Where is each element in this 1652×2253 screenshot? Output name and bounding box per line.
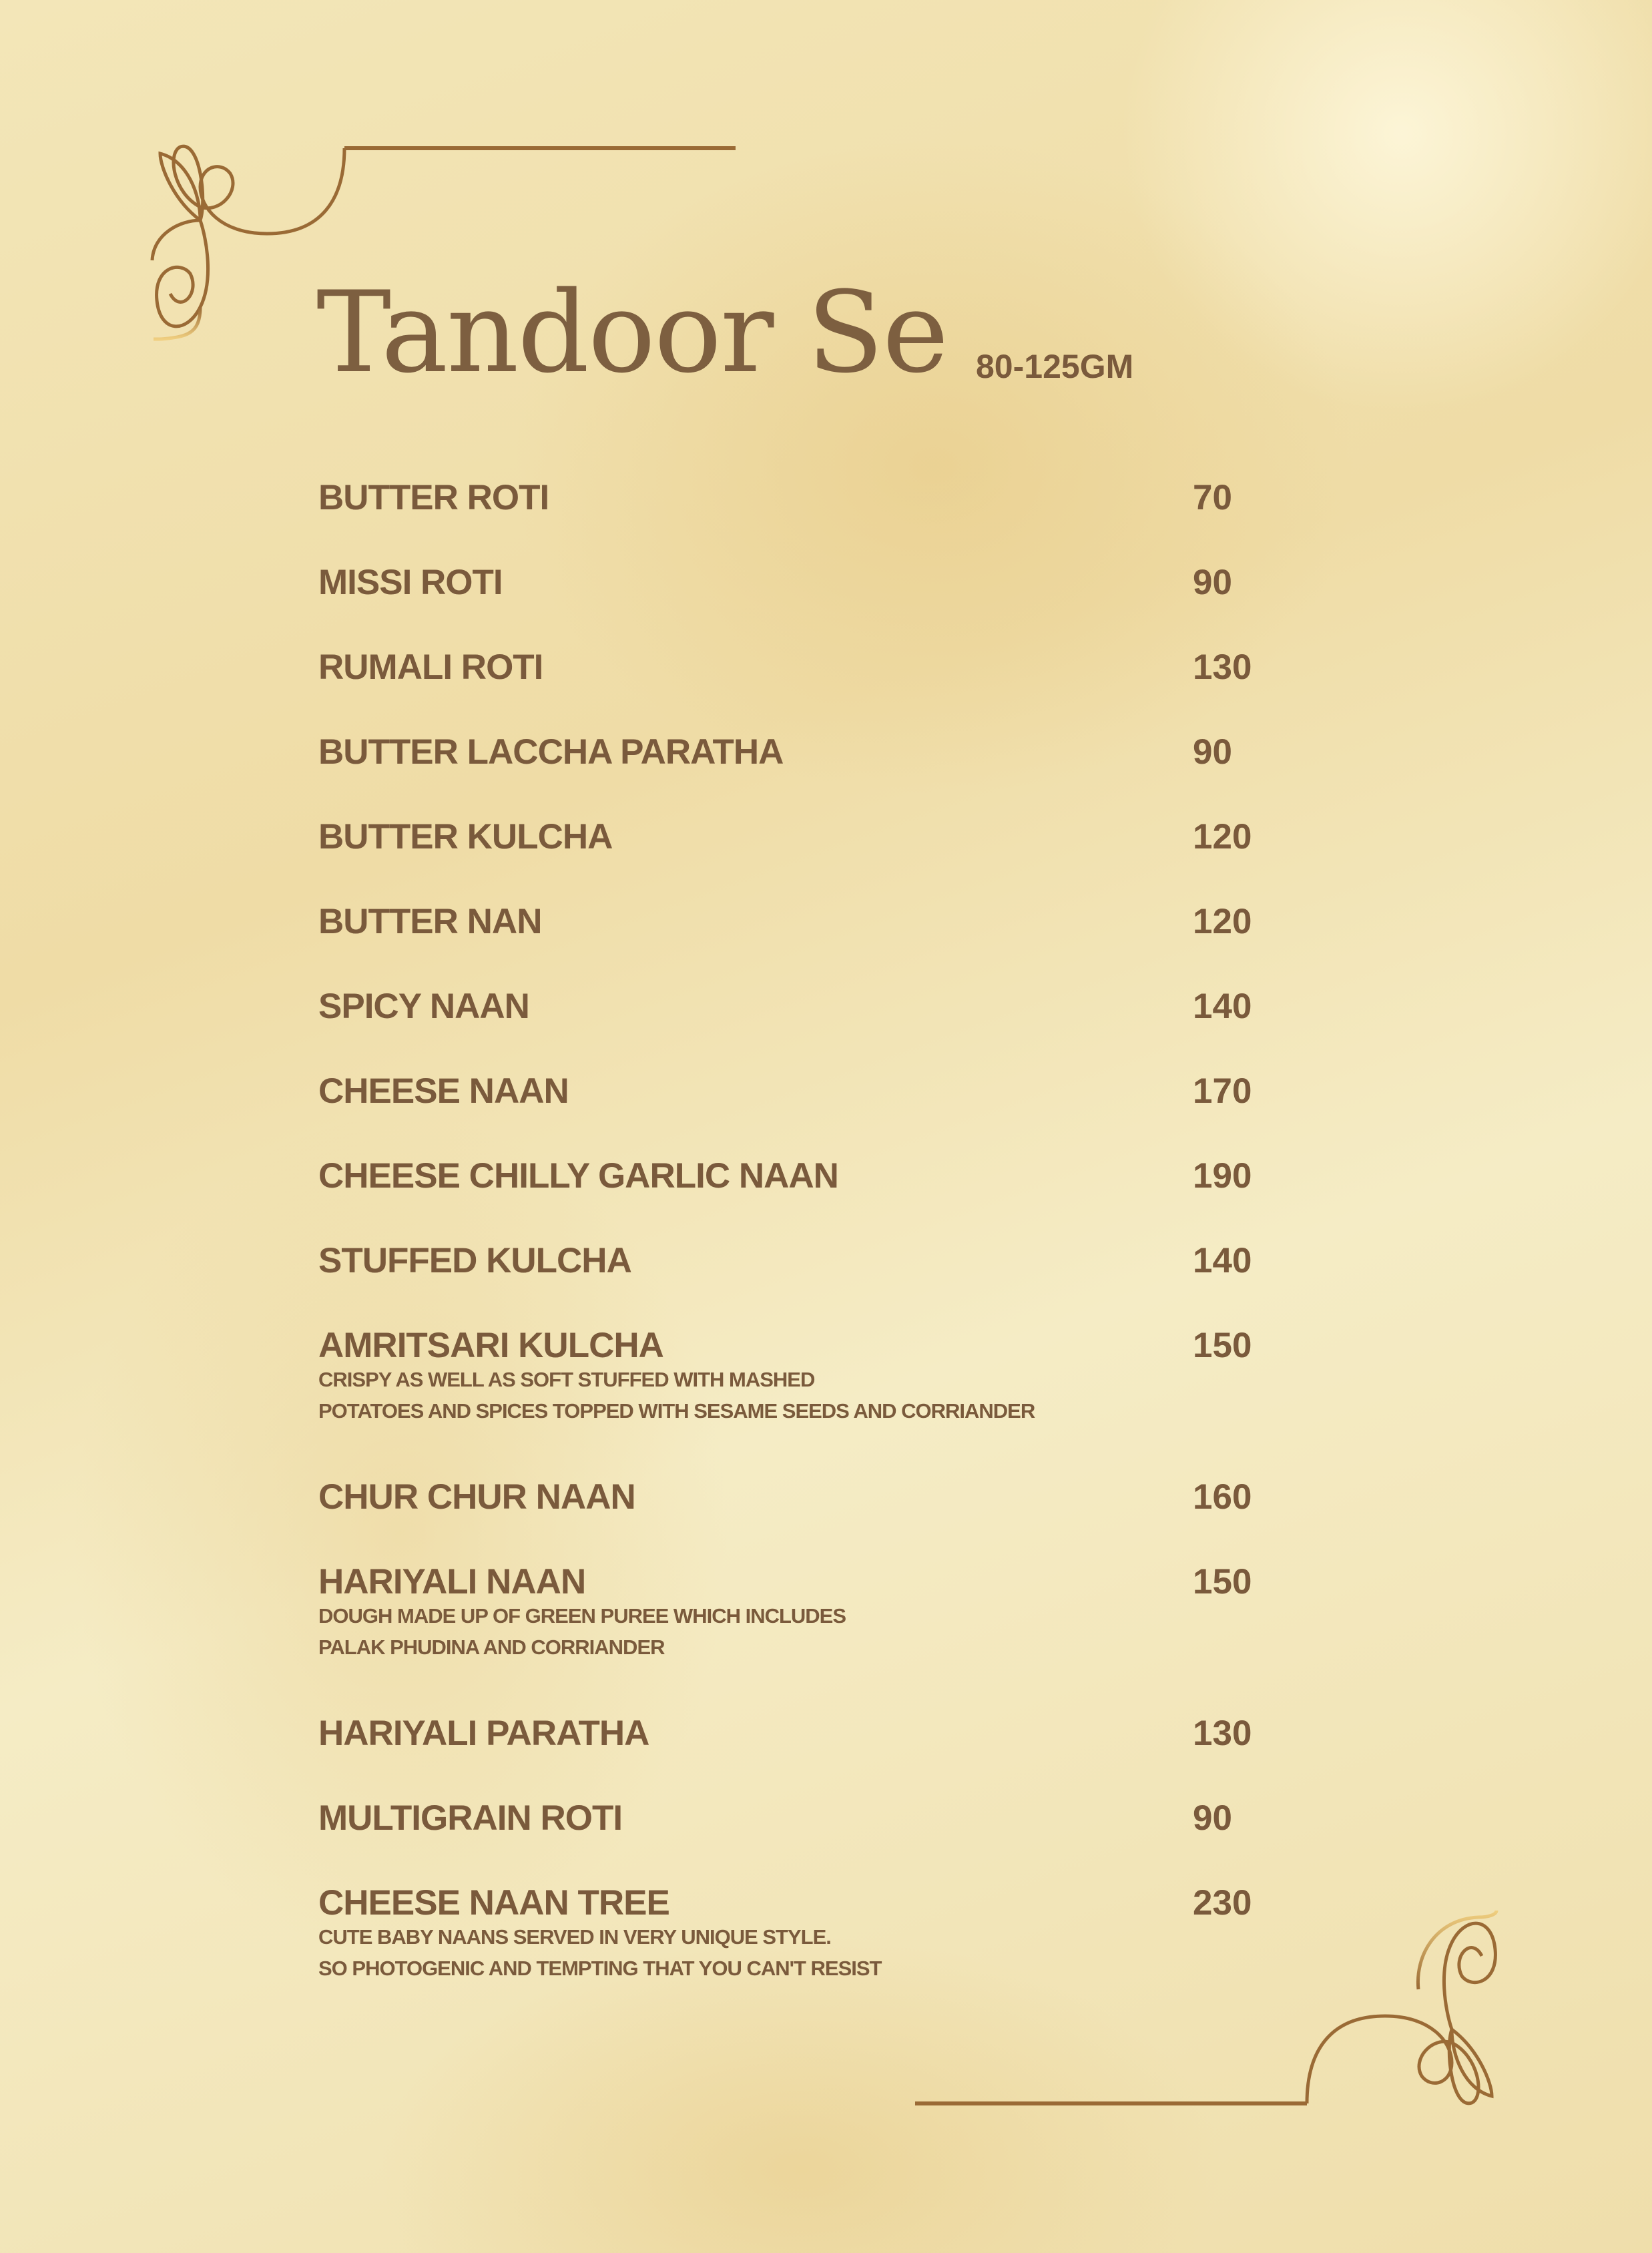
menu-item-row: MULTIGRAIN ROTI 90	[318, 1776, 1260, 1860]
item-price: 150	[1193, 1326, 1252, 1365]
menu-item: CHUR CHUR NAAN 160	[318, 1455, 1260, 1539]
item-name: MULTIGRAIN ROTI	[318, 1798, 623, 1838]
item-price: 90	[1193, 732, 1232, 772]
item-name: CHEESE NAAN TREE	[318, 1883, 670, 1923]
item-price: 130	[1193, 1714, 1252, 1753]
item-name: RUMALI ROTI	[318, 648, 543, 687]
menu-item: AMRITSARI KULCHA 150 CRISPY AS WELL AS SOF…	[318, 1303, 1260, 1455]
menu-item: BUTTER KULCHA 120	[318, 794, 1260, 879]
menu-item-row: BUTTER NAN 120	[318, 879, 1260, 964]
menu-item: MULTIGRAIN ROTI 90	[318, 1776, 1260, 1860]
item-name: SPICY NAAN	[318, 987, 530, 1026]
item-name: AMRITSARI KULCHA	[318, 1326, 664, 1365]
item-price: 140	[1193, 1241, 1252, 1280]
description-line: CUTE BABY NAANS SERVED IN VERY UNIQUE ST…	[318, 1925, 832, 1949]
item-price: 120	[1193, 902, 1252, 941]
menu-item-row: MISSI ROTI 90	[318, 540, 1260, 625]
item-name: BUTTER LACCHA PARATHA	[318, 732, 784, 772]
item-name: STUFFED KULCHA	[318, 1241, 632, 1280]
menu-list: BUTTER ROTI 70 MISSI ROTI 90 RUMALI ROTI 130 B…	[318, 455, 1260, 2012]
menu-item: RUMALI ROTI 130	[318, 625, 1260, 710]
item-price: 230	[1193, 1883, 1252, 1923]
description-line: POTATOES AND SPICES TOPPED WITH SESAME S…	[318, 1399, 1035, 1423]
menu-item: HARIYALI NAAN 150 DOUGH MADE UP OF GREEN P…	[318, 1539, 1260, 1691]
menu-item-row: BUTTER ROTI 70	[318, 455, 1260, 540]
item-price: 190	[1193, 1156, 1252, 1196]
menu-item: MISSI ROTI 90	[318, 540, 1260, 625]
menu-item-row: RUMALI ROTI 130	[318, 625, 1260, 710]
menu-item: STUFFED KULCHA 140	[318, 1218, 1260, 1303]
item-description: DOUGH MADE UP OF GREEN PUREE WHICH INCLU…	[318, 1600, 1260, 1691]
menu-item-row: STUFFED KULCHA 140	[318, 1218, 1260, 1303]
item-price: 70	[1193, 478, 1232, 517]
menu-item-row: AMRITSARI KULCHA 150	[318, 1303, 1260, 1388]
page-title: Tandoor Se	[316, 267, 948, 398]
menu-item-row: CHEESE NAAN 170	[318, 1049, 1260, 1134]
item-name: CHUR CHUR NAAN	[318, 1477, 636, 1517]
description-line: SO PHOTOGENIC AND TEMPTING THAT YOU CAN'…	[318, 1957, 882, 1980]
item-price: 170	[1193, 1071, 1252, 1111]
description-line: CRISPY AS WELL AS SOFT STUFFED WITH MASH…	[318, 1368, 815, 1391]
description-line: DOUGH MADE UP OF GREEN PUREE WHICH INCLU…	[318, 1604, 846, 1628]
top-left-ornament-icon	[150, 144, 736, 944]
item-name: CHEESE CHILLY GARLIC NAAN	[318, 1156, 839, 1196]
item-name: BUTTER NAN	[318, 902, 542, 941]
menu-item-row: CHUR CHUR NAAN 160	[318, 1455, 1260, 1539]
item-price: 90	[1193, 563, 1232, 602]
description-line: PALAK PHUDINA AND CORRIANDER	[318, 1636, 665, 1659]
item-name: BUTTER ROTI	[318, 478, 549, 517]
item-price: 130	[1193, 648, 1252, 687]
menu-item-row: SPICY NAAN 140	[318, 964, 1260, 1049]
item-name: BUTTER KULCHA	[318, 817, 613, 856]
menu-item-row: HARIYALI PARATHA 130	[318, 1691, 1260, 1776]
menu-item: HARIYALI PARATHA 130	[318, 1691, 1260, 1776]
item-price: 90	[1193, 1798, 1232, 1838]
bottom-right-ornament-icon	[915, 1310, 1498, 2105]
item-price: 150	[1193, 1562, 1252, 1601]
menu-item-row: CHEESE NAAN TREE 230	[318, 1860, 1260, 1945]
item-name: MISSI ROTI	[318, 563, 503, 602]
item-description: CRISPY AS WELL AS SOFT STUFFED WITH MASH…	[318, 1364, 1260, 1455]
portion-size-label: 80-125GM	[976, 348, 1134, 385]
menu-item: BUTTER ROTI 70	[318, 455, 1260, 540]
item-price: 160	[1193, 1477, 1252, 1517]
menu-item: CHEESE NAAN 170	[318, 1049, 1260, 1134]
menu-item-row: HARIYALI NAAN 150	[318, 1539, 1260, 1624]
item-name: CHEESE NAAN	[318, 1071, 569, 1111]
menu-item: CHEESE NAAN TREE 230 CUTE BABY NAANS SERVE…	[318, 1860, 1260, 2012]
menu-item-row: BUTTER KULCHA 120	[318, 794, 1260, 879]
item-description: CUTE BABY NAANS SERVED IN VERY UNIQUE ST…	[318, 1921, 1260, 2012]
menu-item-row: CHEESE CHILLY GARLIC NAAN 190	[318, 1134, 1260, 1218]
menu-item: BUTTER NAN 120	[318, 879, 1260, 964]
menu-item: BUTTER LACCHA PARATHA 90	[318, 710, 1260, 794]
menu-item-row: BUTTER LACCHA PARATHA 90	[318, 710, 1260, 794]
item-price: 140	[1193, 987, 1252, 1026]
menu-item: SPICY NAAN 140	[318, 964, 1260, 1049]
item-name: HARIYALI PARATHA	[318, 1714, 649, 1753]
item-price: 120	[1193, 817, 1252, 856]
item-name: HARIYALI NAAN	[318, 1562, 586, 1601]
menu-item: CHEESE CHILLY GARLIC NAAN 190	[318, 1134, 1260, 1218]
